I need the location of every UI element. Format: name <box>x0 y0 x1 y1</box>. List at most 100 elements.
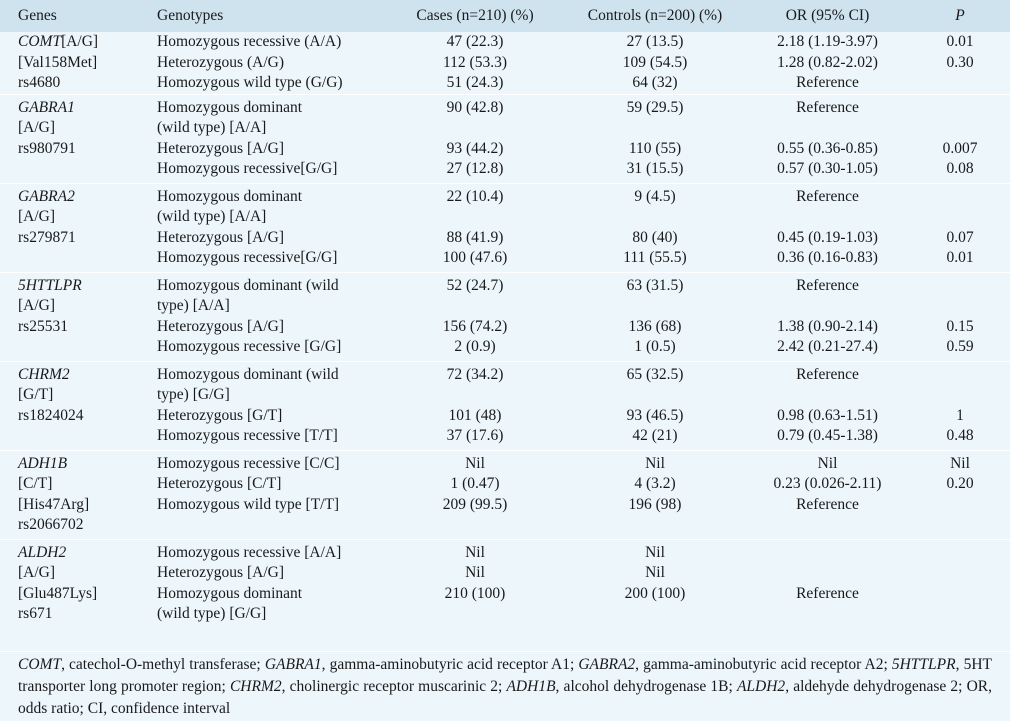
p-value: 0.01 <box>910 248 1010 269</box>
or-value: Nil <box>745 454 910 475</box>
cases-cell: 52 (24.7) 156 (74.2) 2 (0.9) <box>385 272 565 361</box>
gene-line: rs279871 <box>18 228 155 249</box>
gene-line: rs2066702 <box>18 515 155 536</box>
footnote-definition: , catechol-O-methyl transferase; <box>61 656 265 673</box>
cases-text: Nil <box>465 564 485 581</box>
genotype-line: Heterozygous [A/G] <box>157 228 284 246</box>
or-text: 2.42 (0.21-27.4) <box>777 338 878 355</box>
genotype-line: type) [A/A] <box>157 297 230 314</box>
gene-group: CHRM2 [G/T] rs1824024 Homozygous dominant (… <box>0 361 1010 450</box>
footnote-abbreviation: CHRM2 <box>229 678 282 695</box>
p-value: 1 <box>910 406 1010 427</box>
spacer-line <box>385 296 565 317</box>
cases-value: 52 (24.7) <box>385 276 565 317</box>
cases-text: Nil <box>465 543 485 561</box>
p-text: 0.07 <box>946 228 974 246</box>
cases-value: 209 (99.5) <box>385 495 565 516</box>
or-value: Reference <box>745 276 910 317</box>
spacer-line <box>565 207 745 228</box>
controls-value: 109 (54.5) <box>565 53 745 74</box>
cases-value: 72 (34.2) <box>385 365 565 406</box>
gene-line: [G/T] <box>18 385 155 406</box>
gene-cell: COMT[A/G] [Val158Met] rs4680 <box>0 32 155 94</box>
or-text: 0.36 (0.16-0.83) <box>777 249 878 266</box>
or-text: 2.18 (1.19-3.97) <box>777 33 878 50</box>
cases-text: 156 (74.2) <box>442 317 508 335</box>
cases-text: 93 (44.2) <box>446 139 504 157</box>
spacer-line <box>910 604 1010 625</box>
table-header: Genes Genotypes Cases (n=210) (%) Contro… <box>0 0 1010 32</box>
spacer-line <box>565 118 745 139</box>
gene-line: rs1824024 <box>18 406 155 427</box>
gene-line: [A/G] <box>18 207 155 228</box>
cases-value: 210 (100) <box>385 584 565 625</box>
gene-line: [Val158Met] <box>18 53 155 74</box>
gene-variant: [A/G] <box>18 208 56 225</box>
controls-cell: 27 (13.5) 109 (54.5) 64 (32) <box>565 32 745 94</box>
gene-variant: rs671 <box>18 605 53 622</box>
gene-group: ALDH2 [A/G] [Glu487Lys] rs671 Homozygous rec… <box>0 539 1010 628</box>
genotype-line: Homozygous recessive [A/A] <box>157 543 342 561</box>
p-text: 0.08 <box>946 160 974 177</box>
p-value <box>910 563 1010 584</box>
table-row: ADH1B [C/T] [His47Arg] rs2066702 Homozygous … <box>0 450 1010 539</box>
or-value: Reference <box>745 73 910 94</box>
or-text: 0.57 (0.30-1.05) <box>777 160 878 177</box>
cases-value: 112 (53.3) <box>385 53 565 74</box>
footnote-definition: , cholinergic receptor muscarinic 2; <box>281 678 507 695</box>
gene-variant: rs279871 <box>18 228 76 246</box>
gene-line: GABRA1 <box>18 98 155 119</box>
gene-line: rs4680 <box>18 73 155 94</box>
cases-value: 93 (44.2) <box>385 139 565 160</box>
gene-line: rs671 <box>18 604 155 625</box>
controls-value: 64 (32) <box>565 73 745 94</box>
cases-cell: 72 (34.2) 101 (48) 37 (17.6) <box>385 361 565 450</box>
gene-variant: [Val158Met] <box>18 53 98 71</box>
gene-line: CHRM2 <box>18 365 155 386</box>
or-text: 0.23 (0.026-2.11) <box>773 475 882 492</box>
controls-text: Nil <box>645 454 665 472</box>
controls-text: 65 (32.5) <box>626 365 684 383</box>
p-value: 0.08 <box>910 159 1010 180</box>
controls-text: 31 (15.5) <box>626 160 684 177</box>
genotype-cell: Homozygous recessive [A/A] Heterozygous [… <box>155 539 385 628</box>
gene-symbol: GABRA1 <box>18 98 75 116</box>
cases-value: Nil <box>385 563 565 584</box>
gene-line: [Glu487Lys] <box>18 584 155 605</box>
or-value <box>745 563 910 584</box>
gene-cell: ALDH2 [A/G] [Glu487Lys] rs671 <box>0 539 155 628</box>
p-value <box>910 276 1010 317</box>
or-value: 0.79 (0.45-1.38) <box>745 426 910 447</box>
gene-variant: [A/G] <box>18 564 56 581</box>
or-cell: Reference 0.55 (0.36-0.85) 0.57 (0.30-1.0… <box>745 94 910 183</box>
controls-cell: 9 (4.5) 80 (40) 111 (55.5) <box>565 183 745 272</box>
p-cell: Nil 0.20 <box>910 450 1010 539</box>
or-cell: 2.18 (1.19-3.97) 1.28 (0.82-2.02) Referenc… <box>745 32 910 94</box>
genotype-cell: Homozygous dominant (wild type) [A/A] Hete… <box>155 183 385 272</box>
gene-variant: rs2066702 <box>18 516 84 533</box>
gene-cell: ADH1B [C/T] [His47Arg] rs2066702 <box>0 450 155 539</box>
table-row: 5HTTLPR [A/G] rs25531 Homozygous dominant (… <box>0 272 1010 361</box>
gene-symbol: COMT <box>18 33 62 50</box>
gene-line: GABRA2 <box>18 187 155 208</box>
p-text <box>910 187 1010 208</box>
spacer-line <box>745 118 910 139</box>
controls-value: Nil <box>565 543 745 564</box>
p-text <box>910 98 1010 119</box>
cases-text: 52 (24.7) <box>446 276 504 294</box>
gene-symbol: CHRM2 <box>18 365 70 383</box>
or-value: 1.28 (0.82-2.02) <box>745 53 910 74</box>
gene-group: COMT[A/G] [Val158Met] rs4680 Homozygous rec… <box>0 32 1010 94</box>
genotype-line: Homozygous dominant <box>157 584 303 602</box>
genotype-cell: Homozygous recessive [C/C] Heterozygous [… <box>155 450 385 539</box>
genotype-cell: Homozygous recessive (A/A) Heterozygous (… <box>155 32 385 94</box>
or-text: Reference <box>796 74 859 91</box>
genotype-line: Heterozygous [C/T] <box>157 475 282 492</box>
genotype-line: Homozygous dominant <box>157 187 303 205</box>
or-text: 1.38 (0.90-2.14) <box>777 317 878 335</box>
p-text: 0.20 <box>946 475 974 492</box>
header-cases: Cases (n=210) (%) <box>416 7 534 24</box>
p-text <box>910 543 1010 564</box>
cases-cell: Nil 1 (0.47) 209 (99.5) <box>385 450 565 539</box>
